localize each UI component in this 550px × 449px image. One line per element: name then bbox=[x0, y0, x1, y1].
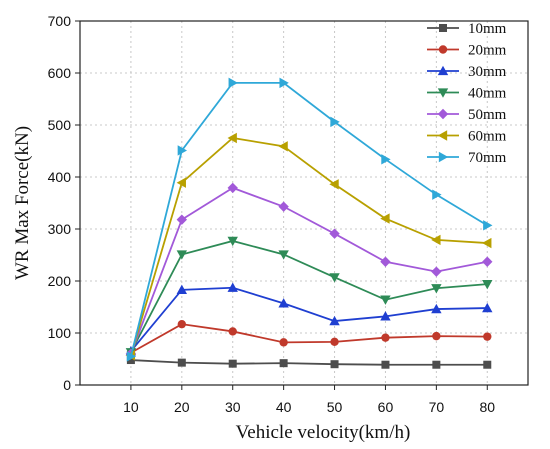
data-point-30mm bbox=[176, 284, 188, 294]
data-point-70mm bbox=[432, 189, 442, 200]
legend-label-40mm: 40mm bbox=[468, 86, 507, 102]
axes: 10 20 30 40 50 60 70 80 0 100 200 300 400 500 600 700 bbox=[48, 13, 529, 415]
legend-marker-20mm bbox=[438, 45, 448, 54]
data-point-20mm bbox=[483, 332, 492, 341]
data-point-40mm bbox=[482, 279, 493, 290]
x-tick-label: 80 bbox=[479, 399, 495, 415]
legend-marker-40mm bbox=[437, 88, 449, 98]
data-point-50mm bbox=[176, 214, 188, 225]
data-point-10mm bbox=[279, 359, 288, 368]
data-point-60mm bbox=[176, 177, 186, 188]
y-tick-label: 200 bbox=[48, 273, 72, 289]
legend-marker-10mm bbox=[439, 24, 447, 32]
data-point-50mm bbox=[227, 182, 238, 194]
data-point-10mm bbox=[177, 358, 186, 367]
x-axis-title: Vehicle velocity(km/h) bbox=[236, 422, 411, 443]
y-tick-label: 0 bbox=[63, 377, 71, 393]
data-point-40mm bbox=[278, 250, 289, 260]
legend-label-70mm: 70mm bbox=[468, 150, 507, 166]
data-point-70mm bbox=[483, 220, 493, 231]
data-point-20mm bbox=[330, 337, 339, 347]
x-tick-label: 70 bbox=[429, 399, 445, 415]
data-point-70mm bbox=[177, 145, 188, 156]
data-point-10mm bbox=[330, 360, 339, 369]
legend-label-30mm: 30mm bbox=[468, 64, 507, 80]
data-point-40mm bbox=[329, 273, 340, 283]
data-point-30mm bbox=[329, 315, 340, 326]
x-tick-label: 30 bbox=[225, 399, 241, 415]
x-tick-label: 10 bbox=[123, 399, 139, 415]
data-point-50mm bbox=[380, 256, 391, 267]
data-point-30mm bbox=[431, 303, 442, 314]
data-point-10mm bbox=[483, 360, 492, 369]
data-point-70mm bbox=[126, 351, 137, 362]
y-tick-label: 700 bbox=[48, 13, 72, 29]
data-point-60mm bbox=[329, 179, 339, 190]
data-point-20mm bbox=[228, 327, 237, 336]
y-tick-label: 500 bbox=[48, 117, 72, 133]
x-tick-label: 50 bbox=[327, 399, 343, 415]
data-point-20mm bbox=[381, 333, 390, 342]
data-point-70mm bbox=[228, 77, 238, 89]
legend-label-10mm: 10mm bbox=[468, 21, 507, 37]
legend-label-20mm: 20mm bbox=[468, 43, 507, 59]
data-point-30mm bbox=[380, 311, 391, 321]
plot-frame bbox=[79, 20, 529, 386]
legend-marker-70mm bbox=[438, 151, 449, 163]
legend-marker-30mm bbox=[437, 65, 449, 76]
x-tick-label: 60 bbox=[378, 399, 394, 415]
data-point-10mm bbox=[228, 359, 237, 368]
data-point-30mm bbox=[278, 298, 289, 308]
data-point-50mm bbox=[278, 201, 289, 212]
data-point-10mm bbox=[381, 360, 390, 369]
data-point-10mm bbox=[432, 360, 441, 369]
data-point-60mm bbox=[227, 132, 237, 144]
series-line-70mm bbox=[130, 81, 488, 357]
data-point-20mm bbox=[279, 338, 288, 347]
y-tick-label: 600 bbox=[48, 65, 72, 81]
data-point-60mm bbox=[278, 141, 288, 152]
data-point-30mm bbox=[227, 282, 238, 292]
data-point-50mm bbox=[431, 266, 442, 277]
data-point-70mm bbox=[279, 77, 289, 89]
series-line-60mm bbox=[130, 137, 488, 356]
data-point-40mm bbox=[431, 284, 442, 294]
data-point-60mm bbox=[380, 213, 390, 224]
legend-label-50mm: 50mm bbox=[468, 107, 507, 123]
data-point-40mm bbox=[176, 250, 188, 260]
series-group bbox=[125, 77, 493, 369]
data-point-40mm bbox=[380, 295, 391, 305]
series-line-50mm bbox=[130, 186, 488, 355]
data-point-50mm bbox=[482, 256, 493, 267]
x-tick-label: 40 bbox=[276, 399, 292, 415]
series-line-30mm bbox=[130, 286, 488, 352]
legend-marker-50mm bbox=[437, 108, 449, 120]
legend-label-60mm: 60mm bbox=[468, 129, 507, 145]
data-point-40mm bbox=[227, 236, 238, 247]
data-point-20mm bbox=[432, 331, 441, 341]
series-line-20mm bbox=[130, 323, 488, 354]
data-point-10mm bbox=[126, 356, 135, 365]
legend: 10mm 20mm 30mm 40mm 50mm 60mm 70mm bbox=[427, 21, 507, 166]
series-line-10mm bbox=[130, 359, 488, 366]
y-tick-label: 300 bbox=[48, 221, 72, 237]
y-axis-title: WR Max Force(kN) bbox=[12, 126, 33, 280]
y-tick-label: 400 bbox=[48, 169, 72, 185]
data-point-50mm bbox=[329, 228, 340, 239]
data-point-60mm bbox=[482, 237, 492, 249]
series-line-40mm bbox=[130, 240, 488, 353]
data-point-30mm bbox=[482, 302, 493, 313]
legend-marker-60mm bbox=[437, 130, 448, 141]
x-tick-label: 20 bbox=[174, 399, 190, 415]
data-point-20mm bbox=[177, 319, 187, 329]
data-point-70mm bbox=[381, 154, 391, 165]
data-point-70mm bbox=[330, 116, 340, 128]
y-tick-label: 100 bbox=[48, 325, 72, 341]
data-point-60mm bbox=[431, 234, 441, 246]
